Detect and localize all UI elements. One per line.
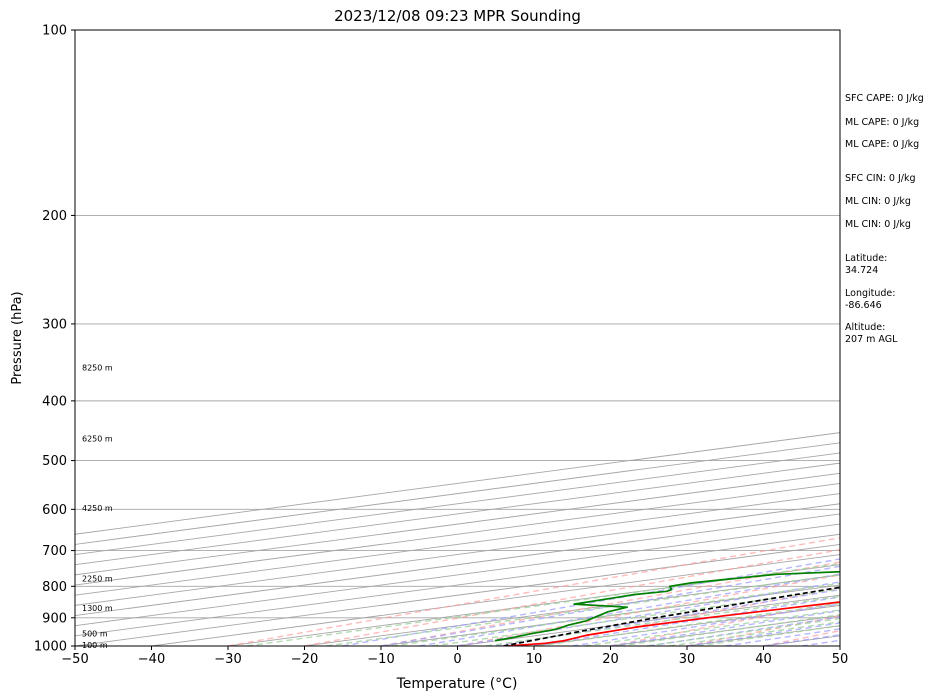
height-label: 100 m: [82, 641, 108, 650]
sfc-cin-text: SFC CIN: 0 J/kg: [845, 173, 916, 184]
y-tick-label: 500: [42, 454, 67, 469]
isotherm-line: [227, 564, 840, 646]
isotherm-line: [75, 493, 840, 596]
mixing-ratio-line: [584, 609, 840, 646]
mixing-ratio-line: [619, 614, 840, 646]
ml-cin-text: ML CIN: 0 J/kg: [845, 196, 911, 207]
chart-title: 2023/12/08 09:23 MPR Sounding: [334, 7, 581, 25]
isotherm-line: [151, 554, 840, 646]
x-tick-label: 10: [526, 652, 543, 667]
mixing-ratio-line: [669, 621, 840, 646]
moist-adiabat-line: [342, 558, 840, 646]
y-tick-label: 700: [42, 544, 67, 559]
isotherm-line: [75, 482, 840, 586]
isotherm-line: [75, 503, 840, 606]
moist-adiabat-line: [380, 565, 840, 646]
mixing-ratio-line: [537, 602, 840, 646]
y-tick-label: 200: [42, 209, 67, 224]
x-tick-label: −20: [291, 652, 318, 667]
isotherm-line: [75, 472, 840, 576]
moist-adiabat-line: [533, 596, 840, 646]
ml-cape-text: ML CAPE: 0 J/kg: [845, 117, 920, 128]
mixing-ratio-line: [697, 625, 840, 646]
mixing-ratio-line: [326, 573, 840, 646]
mixing-ratio-line: [432, 588, 840, 646]
x-tick-label: −40: [138, 652, 165, 667]
y-tick-label: 800: [42, 580, 67, 595]
isotherm-line: [75, 432, 840, 535]
y-tick-label: 1000: [34, 640, 67, 655]
temperature-profile-line: [507, 601, 840, 646]
dry-adiabat-line: [227, 537, 840, 646]
isotherm-line: [75, 523, 840, 627]
dry-adiabat-line: [304, 549, 840, 646]
x-tick-label: 40: [755, 652, 772, 667]
mixing-ratio-line: [246, 563, 840, 646]
latitude-text: Latitude: 34.724: [845, 253, 888, 276]
isotherm-line: [75, 452, 840, 556]
height-label: 6250 m: [82, 434, 113, 443]
y-tick-label: 300: [42, 317, 67, 332]
x-tick-label: −50: [61, 652, 88, 667]
mixing-ratio-line: [391, 582, 840, 646]
y-tick-label: 400: [42, 394, 67, 409]
plot-frame: [74, 29, 841, 647]
moist-adiabat-line: [457, 581, 840, 646]
height-label: 8250 m: [82, 363, 113, 372]
height-label: 2250 m: [82, 574, 113, 583]
x-tick-label: −10: [367, 652, 394, 667]
height-label: 4250 m: [82, 504, 113, 513]
isotherm-line: [75, 543, 840, 646]
y-tick-label: 100: [42, 24, 67, 39]
isotherm-line: [75, 513, 840, 616]
altitude-text: Altitude: 207 m AGL: [845, 322, 898, 345]
x-tick-label: 20: [602, 652, 619, 667]
isotherm-line: [75, 442, 840, 545]
parcel-profile-line: [503, 586, 840, 646]
ml-cape-text-2: ML CAPE: 0 J/kg: [845, 139, 920, 150]
sfc-cape-text: SFC CAPE: 0 J/kg: [845, 93, 924, 104]
ml-cin-text-2: ML CIN: 0 J/kg: [845, 219, 911, 230]
mixing-ratio-line: [485, 595, 840, 646]
x-tick-label: −30: [214, 652, 241, 667]
y-tick-label: 900: [42, 611, 67, 626]
y-tick-label: 600: [42, 503, 67, 518]
dewpoint-profile-line: [494, 570, 840, 642]
x-tick-label: 0: [453, 652, 461, 667]
isotherm-line: [75, 462, 840, 566]
y-axis-label: Pressure (hPa): [10, 291, 25, 384]
mixing-ratio-line: [646, 617, 840, 646]
isotherm-line: [75, 533, 840, 637]
height-label: 1300 m: [82, 604, 113, 613]
longitude-text: Longitude: -86.646: [845, 288, 896, 311]
x-tick-label: 50: [832, 652, 849, 667]
x-tick-label: 30: [679, 652, 696, 667]
x-axis-label: Temperature (°C): [396, 676, 518, 692]
height-label: 500 m: [82, 630, 108, 639]
dry-adiabat-line: [917, 30, 947, 646]
